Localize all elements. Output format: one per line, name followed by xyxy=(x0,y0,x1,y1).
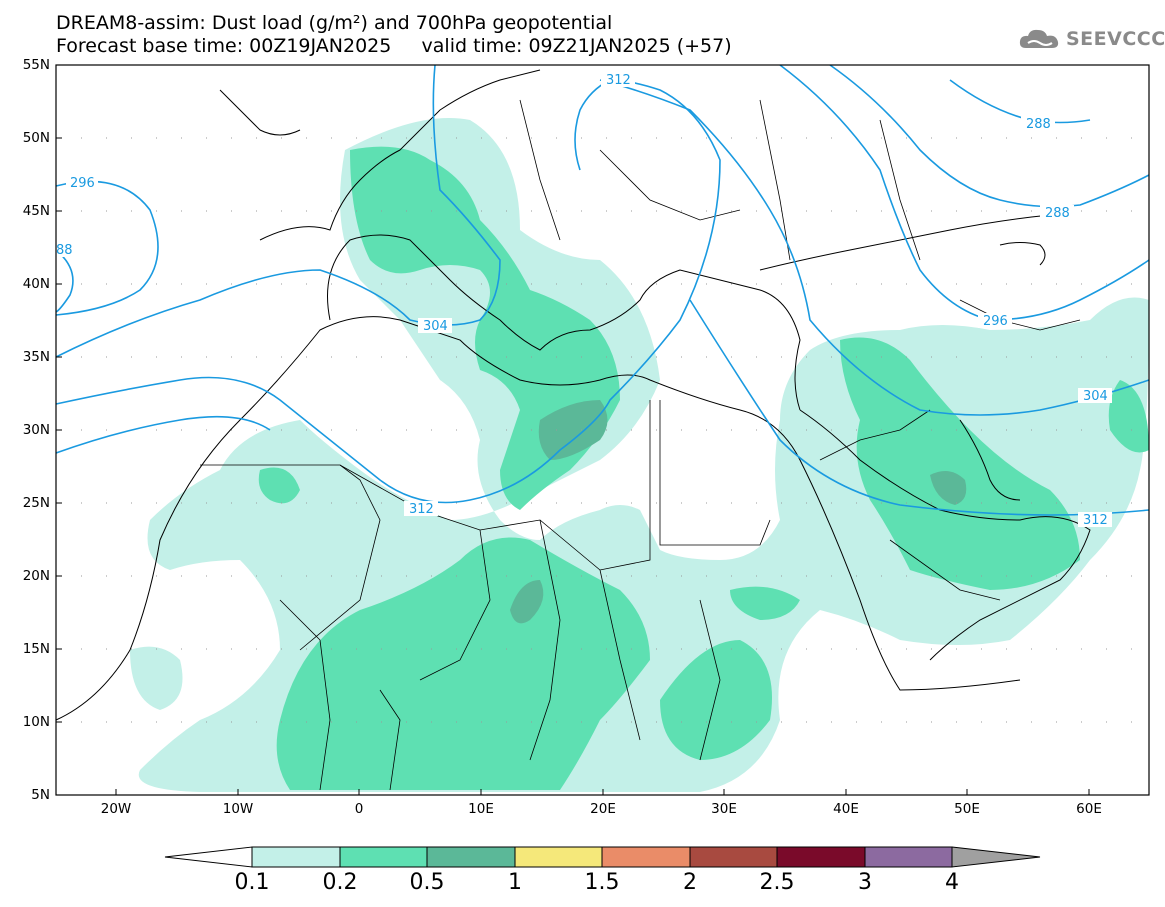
forecast-time-subtitle: Forecast base time: 00Z19JAN2025 valid t… xyxy=(56,35,732,57)
lon-label: 0 xyxy=(354,801,364,817)
contour-label: 312 xyxy=(606,73,631,88)
contour-label: 312 xyxy=(1083,513,1108,528)
lat-label: 30N xyxy=(22,422,50,438)
lon-label: 10W xyxy=(222,801,254,817)
colorbar-label: 1.5 xyxy=(584,870,620,895)
contour-label: 304 xyxy=(1083,389,1108,404)
colorbar-label: 0.2 xyxy=(322,870,358,895)
lon-label: 20W xyxy=(100,801,132,817)
colorbar-label: 1 xyxy=(508,870,522,895)
lat-label: 20N xyxy=(22,568,50,584)
colorbar-label: 0.5 xyxy=(409,870,445,895)
contour-label: 304 xyxy=(423,319,448,334)
dust-load-dark xyxy=(510,400,967,624)
contour-label: 296 xyxy=(983,314,1008,329)
colorbar-overflow xyxy=(951,846,1041,868)
colorbar-label: 0.1 xyxy=(234,870,270,895)
colorbar-swatch xyxy=(864,846,953,868)
lon-label: 10E xyxy=(468,801,494,817)
contour-label: 288 xyxy=(1045,206,1070,221)
lat-label: 15N xyxy=(22,641,50,657)
lat-label: 25N xyxy=(22,495,50,511)
coastlines xyxy=(55,69,1091,721)
lon-label: 30E xyxy=(711,801,737,817)
lon-label: 20E xyxy=(590,801,616,817)
cloud-logo-icon xyxy=(1019,29,1059,48)
colorbar-swatch xyxy=(689,846,778,868)
country-borders xyxy=(200,99,1081,791)
lon-label: 50E xyxy=(954,801,980,817)
colorbar-swatch xyxy=(601,846,691,868)
contour-label: 288 xyxy=(1026,117,1051,132)
colorbar-label: 3 xyxy=(858,870,872,895)
contour-label: 312 xyxy=(409,502,434,517)
lon-label: 60E xyxy=(1076,801,1102,817)
lat-label: 40N xyxy=(22,276,50,292)
colorbar-swatch xyxy=(339,846,428,868)
axis-ticks xyxy=(56,64,1090,795)
lon-label: 40E xyxy=(833,801,859,817)
contour-label: 88 xyxy=(56,243,73,258)
colorbar-label: 2 xyxy=(683,870,697,895)
map-title: DREAM8-assim: Dust load (g/m²) and 700hP… xyxy=(56,12,613,34)
contour-label: 296 xyxy=(70,176,95,191)
colorbar-label: 4 xyxy=(945,870,959,895)
lat-label: 35N xyxy=(22,349,50,365)
lat-label: 55N xyxy=(22,57,50,73)
lat-label: 5N xyxy=(31,787,50,803)
colorbar-swatch xyxy=(426,846,516,868)
colorbar-swatch xyxy=(514,846,603,868)
seevccc-logo: SEEVCCC xyxy=(1018,26,1165,52)
lat-label: 10N xyxy=(22,714,50,730)
colorbar-swatch xyxy=(776,846,866,868)
lat-label: 45N xyxy=(22,203,50,219)
logo-text: SEEVCCC xyxy=(1066,28,1165,50)
colorbar-swatch xyxy=(251,846,341,868)
colorbar-underflow xyxy=(164,846,253,868)
colorbar-label: 2.5 xyxy=(759,870,795,895)
lat-label: 50N xyxy=(22,130,50,146)
contour-labels: 296 88 304 312 312 288 288 296 304 312 xyxy=(56,72,1112,528)
colorbar xyxy=(164,846,1041,868)
